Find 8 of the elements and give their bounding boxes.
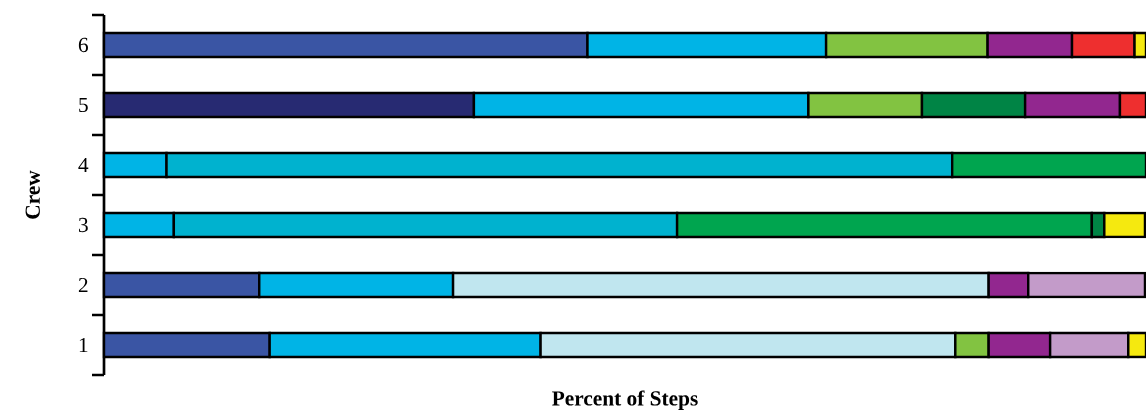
y-tick-label: 4: [78, 158, 89, 173]
y-tick-label: 5: [79, 97, 88, 113]
y-tick-label: 6: [78, 37, 88, 53]
y-axis-title: Crew: [25, 170, 40, 219]
y-tick-label: 1: [79, 337, 88, 353]
y-tick-label: 3: [78, 217, 88, 233]
y-tick-label: 2: [78, 277, 88, 293]
x-axis-title: Percent of Steps: [552, 390, 698, 410]
